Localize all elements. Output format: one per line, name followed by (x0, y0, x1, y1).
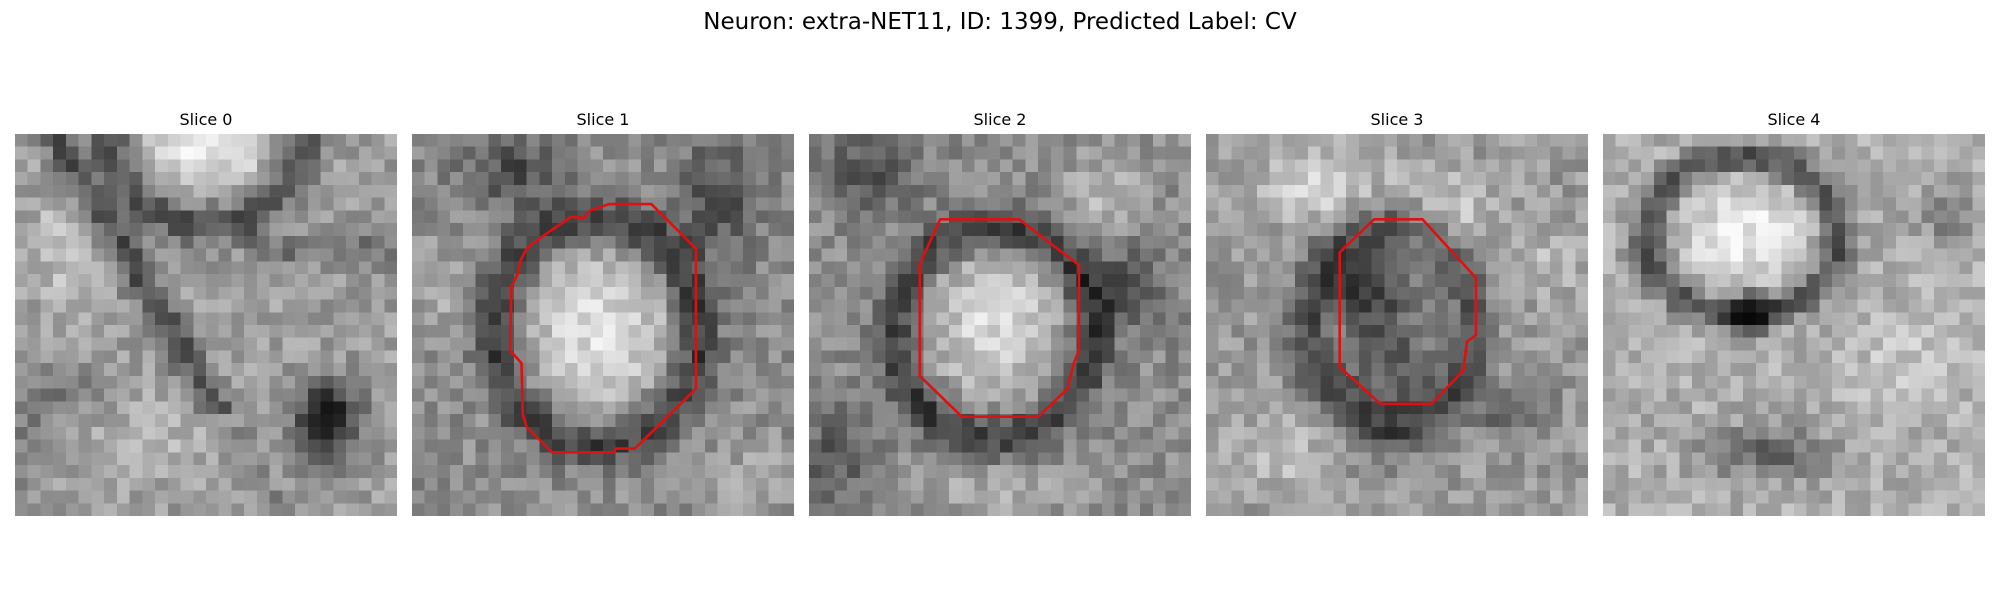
slice-title: Slice 3 (1370, 110, 1424, 129)
slice-image (412, 134, 794, 516)
slice-panel-4: Slice 4 (1603, 110, 1985, 516)
figure-title: Neuron: extra-NET11, ID: 1399, Predicted… (703, 9, 1297, 35)
slice-image (1206, 134, 1588, 516)
slice-panel-3: Slice 3 (1206, 110, 1588, 516)
slice-title: Slice 0 (179, 110, 233, 129)
slice-panel-2: Slice 2 (809, 110, 1191, 516)
slice-image (1603, 134, 1985, 516)
slice-image (15, 134, 397, 516)
segmentation-contour (920, 219, 1079, 416)
slice-panel-1: Slice 1 (412, 110, 794, 516)
slice-title: Slice 2 (973, 110, 1027, 129)
slice-image (809, 134, 1191, 516)
slice-title: Slice 1 (576, 110, 630, 129)
segmentation-contour (510, 204, 696, 452)
segmentation-contour (1340, 219, 1476, 404)
slice-title: Slice 4 (1767, 110, 1821, 129)
slice-panel-0: Slice 0 (15, 110, 397, 516)
